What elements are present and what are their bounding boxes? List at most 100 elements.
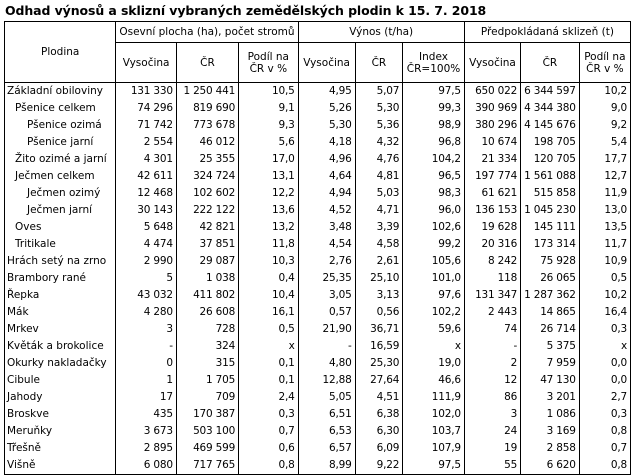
cell-harvest-vysocina: 55 bbox=[463, 457, 522, 475]
cell-harvest-vysocina: 86 bbox=[463, 389, 522, 406]
cell-yield-vysocina: 5,26 bbox=[297, 100, 356, 117]
cell-yield-vysocina: 3,05 bbox=[297, 287, 356, 304]
cell-yield-index: 98,3 bbox=[402, 185, 465, 202]
cell-harvest-vysocina: 136 153 bbox=[463, 202, 522, 219]
cell-harvest-share: 13,5 bbox=[578, 219, 631, 236]
cell-area-vysocina: 5 648 bbox=[115, 219, 177, 236]
cell-area-cr: 29 087 bbox=[175, 253, 240, 270]
cell-harvest-share: 0,5 bbox=[578, 270, 631, 287]
cell-harvest-share: 0,8 bbox=[578, 457, 631, 475]
cell-yield-cr: 36,71 bbox=[354, 321, 404, 338]
cell-harvest-share: 9,2 bbox=[578, 117, 631, 134]
cell-area-cr: 170 387 bbox=[175, 406, 240, 423]
cell-area-share: 0,8 bbox=[238, 457, 299, 475]
cell-yield-cr: 0,56 bbox=[354, 304, 404, 321]
cell-yield-cr: 4,58 bbox=[354, 236, 404, 253]
table-row: Žito ozimé a jarní 4 301 25 355 17,0 4,96 4,7… bbox=[3, 151, 631, 168]
cell-yield-index: 97,5 bbox=[402, 457, 465, 475]
cell-yield-cr: 9,22 bbox=[354, 457, 404, 475]
cell-yield-vysocina: 4,95 bbox=[297, 82, 356, 100]
cell-harvest-cr: 5 375 bbox=[520, 338, 580, 355]
table-row: Jahody 17 709 2,4 5,05 4,51 111,9 86 3 201 2,7 bbox=[3, 389, 631, 406]
crop-name: Jahody bbox=[3, 389, 117, 406]
cell-area-vysocina: 2 990 bbox=[115, 253, 177, 270]
header-group-yield: Výnos (t/ha) bbox=[297, 21, 465, 43]
cell-harvest-cr: 120 705 bbox=[520, 151, 580, 168]
cell-yield-cr: 5,07 bbox=[354, 82, 404, 100]
crop-name: Žito ozimé a jarní bbox=[3, 151, 117, 168]
cell-yield-index: 99,3 bbox=[402, 100, 465, 117]
cell-harvest-cr: 14 865 bbox=[520, 304, 580, 321]
cell-area-cr: 324 724 bbox=[175, 168, 240, 185]
cell-yield-index: 103,7 bbox=[402, 423, 465, 440]
cell-yield-index: 105,6 bbox=[402, 253, 465, 270]
cell-harvest-share: 12,7 bbox=[578, 168, 631, 185]
cell-area-vysocina: 74 296 bbox=[115, 100, 177, 117]
cell-area-vysocina: 6 080 bbox=[115, 457, 177, 475]
cell-harvest-vysocina: 2 443 bbox=[463, 304, 522, 321]
cell-area-cr: 469 599 bbox=[175, 440, 240, 457]
cell-area-cr: 46 012 bbox=[175, 134, 240, 151]
cell-harvest-vysocina: 19 bbox=[463, 440, 522, 457]
cell-harvest-share: 2,7 bbox=[578, 389, 631, 406]
cell-harvest-cr: 1 086 bbox=[520, 406, 580, 423]
cell-yield-vysocina: 4,96 bbox=[297, 151, 356, 168]
cell-area-share: 10,4 bbox=[238, 287, 299, 304]
table-row: Ječmen jarní 30 143 222 122 13,6 4,52 4,71 96,… bbox=[3, 202, 631, 219]
cell-yield-index: 101,0 bbox=[402, 270, 465, 287]
cell-yield-vysocina: 4,54 bbox=[297, 236, 356, 253]
cell-yield-vysocina: 5,05 bbox=[297, 389, 356, 406]
cell-area-cr: 1 250 441 bbox=[175, 82, 240, 100]
page-title: Odhad výnosů a sklizní vybraných zeměděl… bbox=[5, 3, 487, 18]
crop-name: Pšenice jarní bbox=[3, 134, 117, 151]
header-group-harvest: Předpokládaná sklizeň (t) bbox=[463, 21, 631, 43]
crop-name: Tritikale bbox=[3, 236, 117, 253]
cell-harvest-cr: 26 714 bbox=[520, 321, 580, 338]
crop-name: Ječmen ozimý bbox=[3, 185, 117, 202]
cell-yield-cr: 3,39 bbox=[354, 219, 404, 236]
cell-area-vysocina: - bbox=[115, 338, 177, 355]
cell-harvest-share: 10,2 bbox=[578, 287, 631, 304]
cell-yield-cr: 25,30 bbox=[354, 355, 404, 372]
cell-harvest-vysocina: 197 774 bbox=[463, 168, 522, 185]
cell-area-cr: 819 690 bbox=[175, 100, 240, 117]
cell-area-vysocina: 3 bbox=[115, 321, 177, 338]
cell-yield-index: 98,9 bbox=[402, 117, 465, 134]
cell-harvest-cr: 1 045 230 bbox=[520, 202, 580, 219]
cell-harvest-vysocina: 3 bbox=[463, 406, 522, 423]
crop-name: Brambory rané bbox=[3, 270, 117, 287]
cell-yield-index: x bbox=[402, 338, 465, 355]
cell-harvest-vysocina: 74 bbox=[463, 321, 522, 338]
table-row: Tritikale 4 474 37 851 11,8 4,54 4,58 99,2 20 3… bbox=[3, 236, 631, 253]
cell-area-share: 5,6 bbox=[238, 134, 299, 151]
cell-harvest-vysocina: 24 bbox=[463, 423, 522, 440]
cell-area-share: 9,1 bbox=[238, 100, 299, 117]
cell-area-share: 12,2 bbox=[238, 185, 299, 202]
cell-yield-index: 111,9 bbox=[402, 389, 465, 406]
cell-yield-index: 102,6 bbox=[402, 219, 465, 236]
cell-yield-vysocina: 5,30 bbox=[297, 117, 356, 134]
cell-area-vysocina: 12 468 bbox=[115, 185, 177, 202]
cell-area-vysocina: 0 bbox=[115, 355, 177, 372]
table-row: Okurky nakladačky 0 315 0,1 4,80 25,30 19,0 2 7 … bbox=[3, 355, 631, 372]
cell-harvest-vysocina: 19 628 bbox=[463, 219, 522, 236]
cell-harvest-cr: 145 111 bbox=[520, 219, 580, 236]
table-row: Hrách setý na zrno 2 990 29 087 10,3 2,76 2,6… bbox=[3, 253, 631, 270]
cell-area-cr: 25 355 bbox=[175, 151, 240, 168]
cell-harvest-vysocina: - bbox=[463, 338, 522, 355]
cell-area-share: 0,4 bbox=[238, 270, 299, 287]
cell-yield-vysocina: 6,53 bbox=[297, 423, 356, 440]
cell-yield-cr: 4,76 bbox=[354, 151, 404, 168]
cell-area-cr: 728 bbox=[175, 321, 240, 338]
cell-area-share: 0,6 bbox=[238, 440, 299, 457]
cell-area-cr: 324 bbox=[175, 338, 240, 355]
cell-area-share: 0,1 bbox=[238, 355, 299, 372]
cell-area-share: x bbox=[238, 338, 299, 355]
cell-harvest-cr: 7 959 bbox=[520, 355, 580, 372]
cell-area-share: 0,3 bbox=[238, 406, 299, 423]
cell-harvest-cr: 1 561 088 bbox=[520, 168, 580, 185]
cell-harvest-cr: 198 705 bbox=[520, 134, 580, 151]
cell-harvest-vysocina: 118 bbox=[463, 270, 522, 287]
cell-harvest-share: 10,9 bbox=[578, 253, 631, 270]
cell-yield-vysocina: 21,90 bbox=[297, 321, 356, 338]
